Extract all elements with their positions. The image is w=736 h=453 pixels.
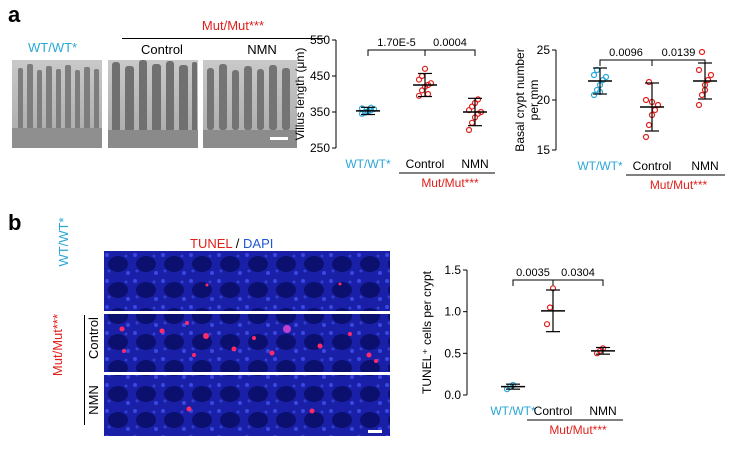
y-tick-label: 25 — [537, 43, 551, 57]
x-tick-label: Control — [633, 159, 672, 173]
micrograph-wt — [12, 60, 102, 148]
y-axis-label: Basal crypt numberper mm — [513, 48, 541, 151]
panel-a-letter: a — [8, 2, 21, 27]
micrograph-fluor-nmn — [104, 375, 390, 436]
data-point — [421, 65, 429, 72]
mut-micrograph-label: Mut/Mut*** — [201, 18, 265, 33]
y-tick-label: 0.5 — [444, 346, 461, 360]
p-value-label: 0.0004 — [433, 37, 467, 49]
mut-group-label: Mut/Mut*** — [650, 178, 708, 192]
significance-bracket — [552, 279, 604, 286]
x-tick-label: Control — [406, 157, 445, 171]
p-value-label: 1.70E-5 — [377, 37, 416, 49]
fluor-scale-bar — [368, 430, 382, 433]
mut-group-label: Mut/Mut*** — [549, 423, 607, 437]
data-point — [546, 304, 554, 311]
p-value-label: 0.0139 — [662, 47, 696, 59]
wt-micrograph-label: WT/WT* — [28, 40, 78, 55]
data-point — [424, 90, 432, 98]
x-tick-label: NMN — [589, 404, 616, 418]
y-axis-label: Villus length (μm) — [293, 48, 307, 141]
villus-micrographs — [12, 60, 297, 148]
tunel-cells-chart: 0.0 0.5 1.0 1.5 TUNEL⁺ cells per crypt WT/WT*… — [420, 263, 623, 437]
y-axis-label: TUNEL⁺ cells per crypt — [420, 270, 434, 394]
mut-fluor-line — [84, 315, 85, 425]
x-tick-label: WT/WT* — [577, 159, 623, 173]
data-point — [642, 96, 650, 104]
micrograph-fluor-wt — [104, 251, 390, 311]
data-point — [707, 71, 715, 79]
p-value-label: 0.0035 — [516, 267, 550, 279]
y-tick-label: 1.0 — [444, 305, 461, 319]
x-tick-label: Control — [534, 404, 573, 418]
data-point — [645, 121, 653, 129]
x-tick-label: WT/WT* — [490, 404, 536, 418]
nmn-fluor-label: NMN — [86, 385, 101, 415]
data-point — [651, 106, 659, 114]
nmn-micrograph-label: NMN — [247, 42, 277, 57]
data-point — [695, 101, 703, 109]
x-tick-label: NMN — [461, 157, 488, 171]
y-tick-label: 1.5 — [444, 263, 461, 277]
mut-group-label: Mut/Mut*** — [421, 176, 479, 190]
micrograph-nmn — [203, 60, 297, 148]
data-point — [590, 91, 598, 99]
y-tick-label: 250 — [310, 141, 330, 155]
y-tick-label: 0.0 — [444, 388, 461, 402]
data-point — [602, 73, 610, 81]
data-point — [695, 66, 703, 74]
data-point — [698, 91, 706, 99]
mut-fluor-label: Mut/Mut*** — [50, 313, 65, 377]
x-tick-label: NMN — [691, 159, 718, 173]
p-value-label: 0.0304 — [561, 267, 595, 279]
micrograph-fluor-control — [104, 314, 390, 372]
stain-slash: / — [235, 236, 240, 251]
significance-bracket — [512, 279, 554, 286]
scale-bar — [270, 137, 288, 140]
y-tick-label: 550 — [310, 33, 330, 47]
data-point — [645, 78, 653, 86]
stain-legend: TUNEL / DAPI — [190, 236, 273, 251]
mut-group-line — [122, 38, 324, 39]
significance-bracket — [651, 59, 706, 66]
wt-fluor-label: WT/WT* — [56, 217, 71, 267]
data-point — [590, 71, 598, 79]
control-micrograph-label: Control — [141, 42, 183, 57]
dapi-label: DAPI — [243, 236, 274, 251]
data-point — [543, 321, 551, 328]
data-point — [468, 119, 476, 126]
x-tick-label: WT/WT* — [345, 157, 391, 171]
significance-bracket — [424, 49, 476, 56]
data-point — [465, 126, 473, 134]
micrograph-control — [108, 60, 198, 148]
y-tick-label: 450 — [310, 69, 330, 83]
data-point — [415, 92, 423, 99]
tunel-label: TUNEL — [190, 236, 233, 251]
data-point — [698, 48, 706, 56]
data-point — [415, 76, 423, 83]
p-value-label: 0.0096 — [609, 47, 643, 59]
data-point — [418, 72, 426, 80]
significance-bracket — [599, 59, 653, 66]
y-tick-label: 20 — [537, 93, 551, 107]
significance-bracket — [367, 49, 426, 56]
tunel-micrographs — [104, 251, 390, 436]
control-fluor-label: Control — [86, 317, 101, 359]
y-tick-label: 350 — [310, 105, 330, 119]
y-tick-label: 15 — [537, 143, 551, 157]
data-point — [642, 133, 650, 141]
data-point — [474, 96, 482, 103]
panel-b-letter: b — [8, 210, 22, 235]
